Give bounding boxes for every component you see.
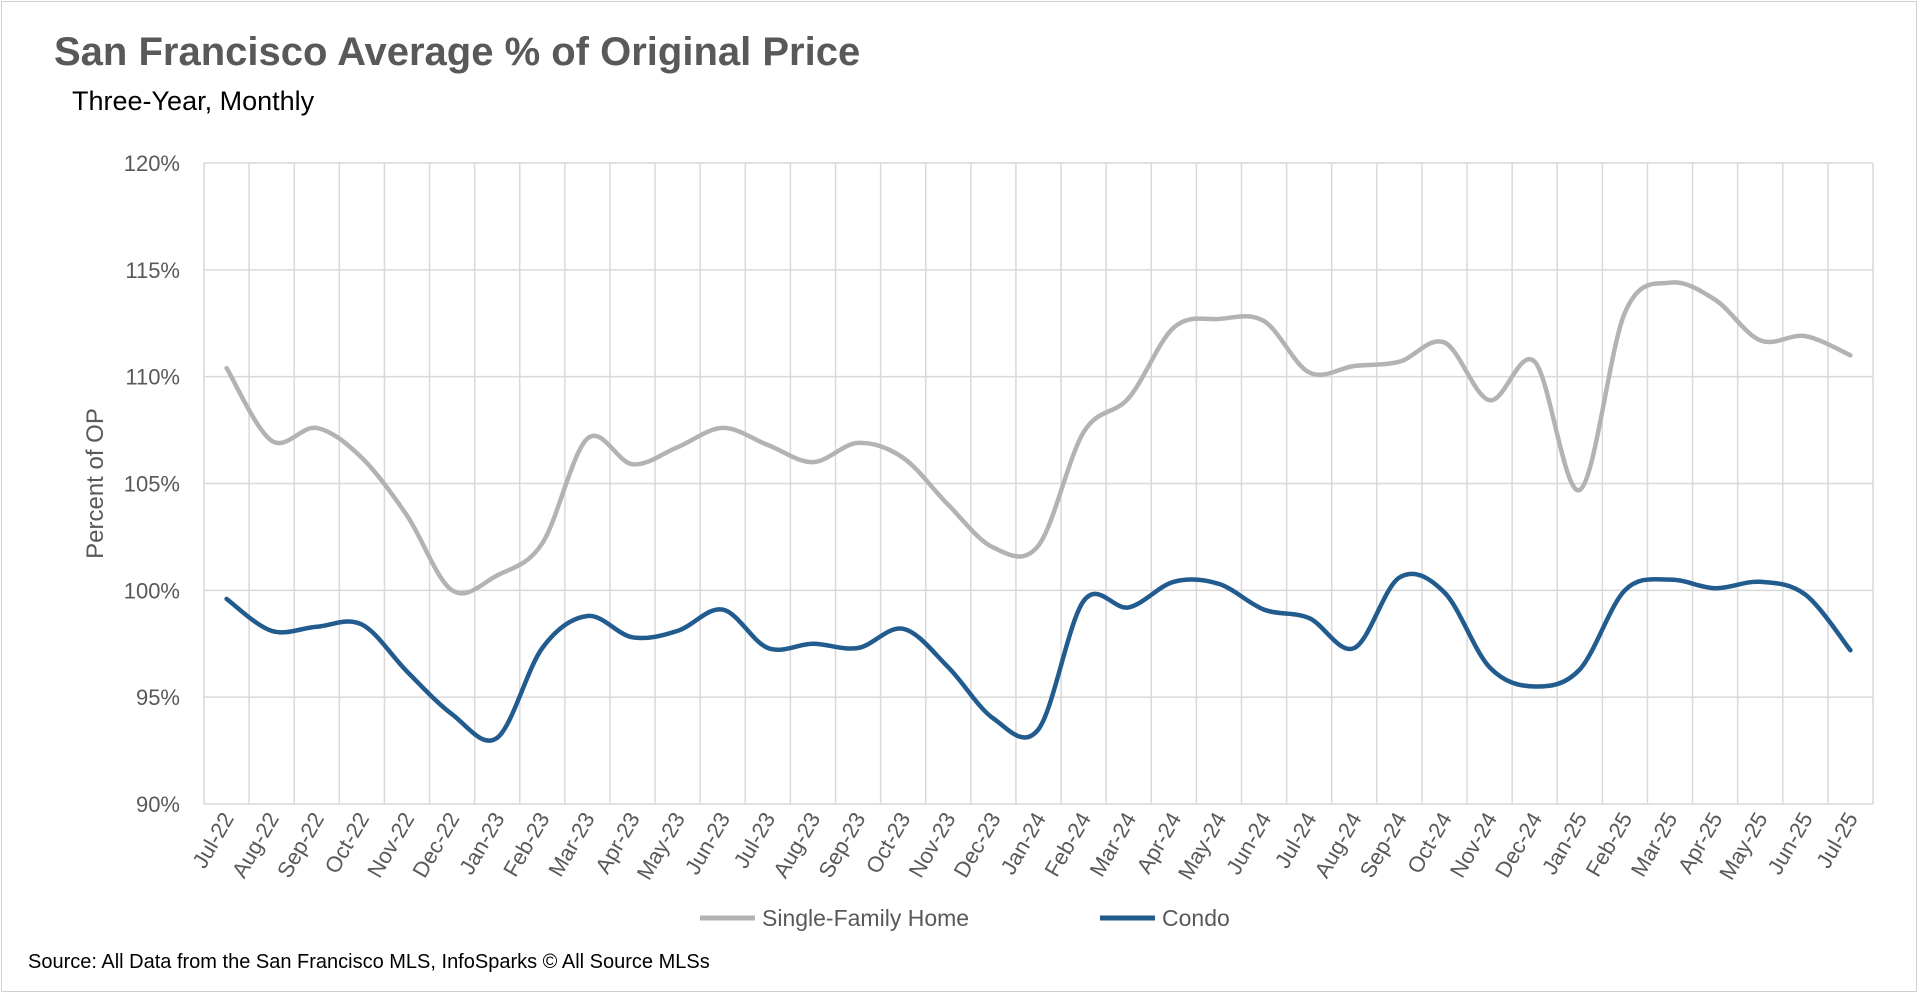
y-tick-label: 110% [125,365,180,390]
series-lines [224,280,1853,743]
source-note: Source: All Data from the San Francisco … [28,951,710,973]
x-axis-ticks: Jul-22Aug-22Sep-22Oct-22Nov-22Dec-22Jan-… [187,808,1863,884]
y-tick-label: 120% [124,151,180,176]
y-tick-label: 95% [136,685,180,710]
x-tick-label: Jul-25 [1811,808,1863,872]
chart-title: San Francisco Average % of Original Pric… [54,30,861,74]
y-tick-label: 90% [136,792,180,817]
legend-item-single-family: Single-Family Home [700,905,969,931]
series-line-condo [224,571,1853,743]
x-tick-label: Jun-23 [680,808,735,879]
legend: Single-Family Home Condo [700,905,1230,931]
y-tick-label: 115% [125,258,180,283]
chart-subtitle: Three-Year, Monthly [72,86,315,116]
y-tick-label: 105% [124,472,180,497]
x-tick-label: Jun-25 [1762,808,1817,879]
y-axis-label: Percent of OP [82,408,109,559]
y-tick-label: 100% [124,578,180,603]
series-line-single-family [224,280,1853,596]
gridlines [203,162,1874,805]
y-axis-ticks: 90% 95% 100% 105% 110% 115% 120% [124,151,180,817]
x-tick-label: Jun-24 [1221,808,1276,879]
legend-label: Condo [1162,905,1230,931]
legend-item-condo: Condo [1100,905,1230,931]
legend-label: Single-Family Home [762,905,969,931]
